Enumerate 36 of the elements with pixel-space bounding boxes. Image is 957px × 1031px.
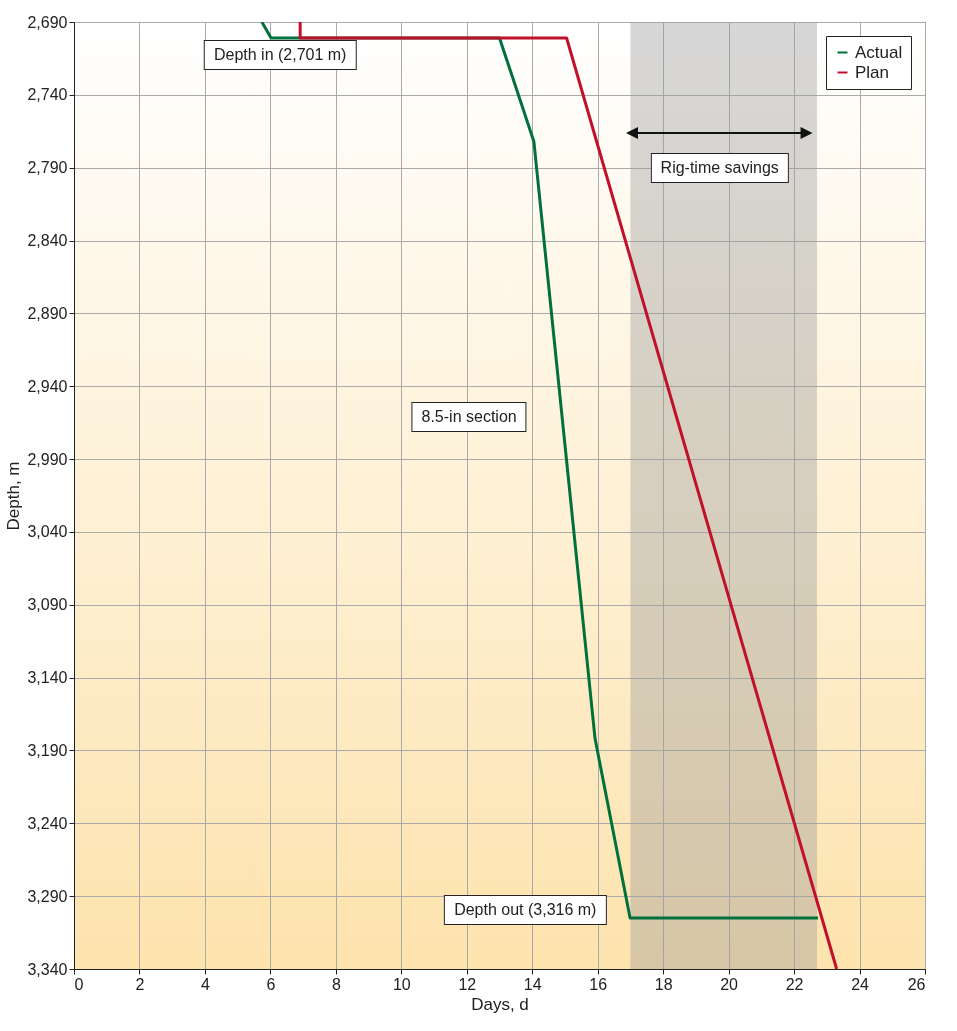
x-tick-label: 8 <box>331 975 341 993</box>
x-tick-label: 26 <box>907 975 926 993</box>
y-tick-label: 3,190 <box>27 741 68 759</box>
x-tick-label: 24 <box>851 975 870 993</box>
x-tick-label: 14 <box>523 975 542 993</box>
legend-label: Actual <box>855 42 903 62</box>
y-tick-label: 3,340 <box>27 960 68 978</box>
x-tick-label: 10 <box>392 975 411 993</box>
x-tick-label: 4 <box>200 975 210 993</box>
x-tick-label: 22 <box>785 975 804 993</box>
annotation: 8.5-in section <box>411 402 527 433</box>
y-tick-label: 2,990 <box>27 450 68 468</box>
annotation: Depth out (3,316 m) <box>444 895 607 926</box>
x-tick-label: 16 <box>589 975 608 993</box>
x-tick-label: 0 <box>74 975 84 993</box>
y-axis-title: Depth, m <box>4 461 24 531</box>
x-tick-label: 6 <box>266 975 276 993</box>
y-tick-label: 2,840 <box>27 232 68 250</box>
annotation: Depth in (2,701 m) <box>203 40 357 71</box>
y-tick-label: 3,040 <box>27 523 68 541</box>
y-tick-label: 3,140 <box>27 669 68 687</box>
x-axis-title: Days, d <box>471 994 529 1014</box>
y-tick-label: 2,790 <box>27 159 68 177</box>
y-tick-label: 2,940 <box>27 377 68 395</box>
x-tick-label: 12 <box>458 975 477 993</box>
y-tick-label: 3,090 <box>27 596 68 614</box>
x-tick-label: 2 <box>135 975 145 993</box>
y-tick-label: 3,290 <box>27 887 68 905</box>
y-tick-label: 2,890 <box>27 304 68 322</box>
y-tick-label: 3,240 <box>27 814 68 832</box>
band-label: Rig-time savings <box>650 153 789 184</box>
y-tick-label: 2,740 <box>27 86 68 104</box>
x-tick-label: 20 <box>720 975 739 993</box>
y-tick-label: 2,690 <box>27 13 68 31</box>
x-tick-label: 18 <box>654 975 673 993</box>
legend-label: Plan <box>855 62 890 82</box>
